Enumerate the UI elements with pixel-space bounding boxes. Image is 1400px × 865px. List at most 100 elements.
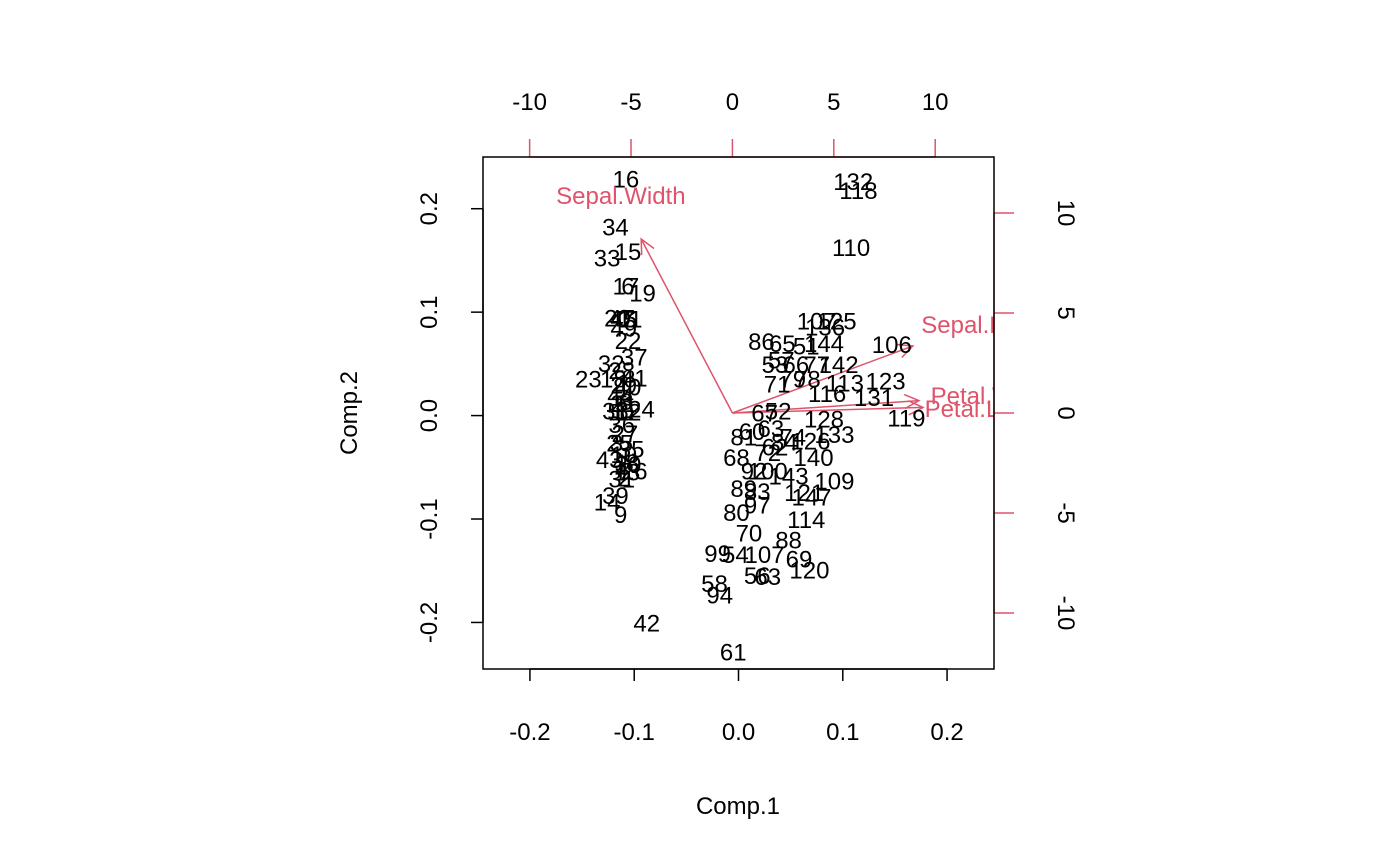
observation-label: 70 xyxy=(736,520,763,547)
loading-labels: Sepal.Length Sepal.Width Petal.LengthPetal… xyxy=(556,183,1062,423)
observation-label: 13 xyxy=(614,459,641,486)
observation-label: 62 xyxy=(762,435,789,462)
right-tick-label: 10 xyxy=(1052,200,1079,227)
observation-label: 63 xyxy=(754,564,781,591)
right-tick-label: 5 xyxy=(1052,306,1079,319)
observation-label: 30 xyxy=(615,452,642,479)
observation-label: 23 xyxy=(575,366,602,393)
observation-label: 32 xyxy=(598,351,625,378)
observation-label: 131 xyxy=(854,385,894,412)
observation-label: 35 xyxy=(618,437,645,464)
observation-label: 54 xyxy=(722,542,749,569)
observation-label: 42 xyxy=(633,610,660,637)
x-axis-title: Comp.1 xyxy=(696,793,780,820)
observation-label: 61 xyxy=(720,639,747,666)
observation-label: 53 xyxy=(762,352,789,379)
observation-label: 34 xyxy=(602,214,629,241)
observation-label: 79 xyxy=(779,366,806,393)
observation-label: 126 xyxy=(790,428,830,455)
observation-label: 81 xyxy=(730,424,757,451)
observation-label: 133 xyxy=(814,422,854,449)
observation-label: 118 xyxy=(839,178,877,205)
observation-label: 143 xyxy=(769,464,809,491)
observation-label: 20 xyxy=(604,305,631,332)
y-axis-right-loadings: -10 -5 0 5 10 xyxy=(993,200,1079,630)
x-tick-label: -0.1 xyxy=(614,719,655,746)
loading-arrow xyxy=(732,393,921,414)
observation-label: 58 xyxy=(701,571,728,598)
observation-label: 21 xyxy=(610,391,637,418)
observation-label: 3 xyxy=(610,430,623,457)
observation-label: 66 xyxy=(783,352,810,379)
loading-arrow xyxy=(732,343,915,414)
observation-label: 72 xyxy=(754,440,781,467)
observation-label: 22 xyxy=(615,328,642,355)
right-tick-label: 0 xyxy=(1052,406,1079,419)
observation-label: 92 xyxy=(741,458,768,485)
observation-label: 121 xyxy=(784,480,824,507)
observation-label: 109 xyxy=(814,469,854,496)
observation-label: 140 xyxy=(794,445,834,472)
y-tick-label: -0.2 xyxy=(416,602,443,643)
observation-label: 45 xyxy=(610,306,637,333)
observation-label: 25 xyxy=(606,430,633,457)
observation-label: 60 xyxy=(739,419,766,446)
observation-label: 36 xyxy=(608,412,635,439)
observation-label: 74 xyxy=(779,424,806,451)
x-tick-label: 0.1 xyxy=(826,719,859,746)
observation-label: 97 xyxy=(744,493,771,520)
observation-labels: 1634331517619204711454922373228231841129… xyxy=(575,167,926,667)
observation-label: 6 xyxy=(621,273,634,300)
observation-label: 43 xyxy=(596,447,623,474)
observation-label: 106 xyxy=(872,332,912,359)
observation-label: 147 xyxy=(791,484,831,511)
y-axis-left: -0.2 -0.1 0.0 0.1 0.2 xyxy=(416,192,484,643)
observation-label: 119 xyxy=(887,406,925,433)
observation-label: 71 xyxy=(764,372,791,399)
observation-label: 84 xyxy=(771,429,798,456)
observation-label: 9 xyxy=(614,502,627,529)
loading-label: Sepal.Length xyxy=(921,312,1062,339)
observation-label: 86 xyxy=(748,329,775,356)
observation-label: 113 xyxy=(826,370,864,397)
observation-label: 2 xyxy=(618,466,631,493)
top-tick-label: -5 xyxy=(620,89,641,116)
top-tick-label: 5 xyxy=(827,89,840,116)
observation-label: 14 xyxy=(594,489,621,516)
loading-label: Petal.Length xyxy=(925,396,1060,423)
observation-label: 37 xyxy=(621,345,648,372)
observation-label: 69 xyxy=(786,546,813,573)
plot-frame xyxy=(482,156,995,670)
observation-label: 63 xyxy=(757,416,784,443)
observation-label: 100 xyxy=(748,458,788,485)
observation-label: 120 xyxy=(789,558,829,585)
observation-label: 11 xyxy=(618,306,643,333)
top-tick-label: 10 xyxy=(922,89,949,116)
x-tick-label: 0.2 xyxy=(930,719,963,746)
observation-label: 125 xyxy=(817,308,857,335)
x-axis-bottom: -0.2 -0.1 0.0 0.1 0.2 xyxy=(509,668,964,746)
y-tick-label: 0.0 xyxy=(416,399,443,432)
observation-label: 38 xyxy=(602,398,629,425)
x-tick-label: -0.2 xyxy=(509,719,550,746)
observation-label: 65 xyxy=(769,331,796,358)
observation-label: 44 xyxy=(607,383,634,410)
observation-label: 89 xyxy=(730,476,757,503)
observation-label: 40 xyxy=(615,375,642,402)
observation-label: 24 xyxy=(628,396,655,423)
observation-label: 136 xyxy=(805,315,845,342)
loading-label: Petal.Width xyxy=(931,383,1054,410)
observation-label: 10 xyxy=(610,442,637,469)
observation-label: 57 xyxy=(768,348,795,375)
loading-arrows xyxy=(640,237,925,416)
observation-label: 18 xyxy=(600,366,627,393)
observation-label: 19 xyxy=(629,280,656,307)
observation-label: 17 xyxy=(613,273,640,300)
y-axis-title: Comp.2 xyxy=(336,371,363,455)
observation-label: 41 xyxy=(621,365,648,392)
observation-label: 107 xyxy=(745,542,785,569)
observation-label: 27 xyxy=(611,421,638,448)
observation-label: 56 xyxy=(744,563,771,590)
observation-label: 94 xyxy=(706,583,733,610)
